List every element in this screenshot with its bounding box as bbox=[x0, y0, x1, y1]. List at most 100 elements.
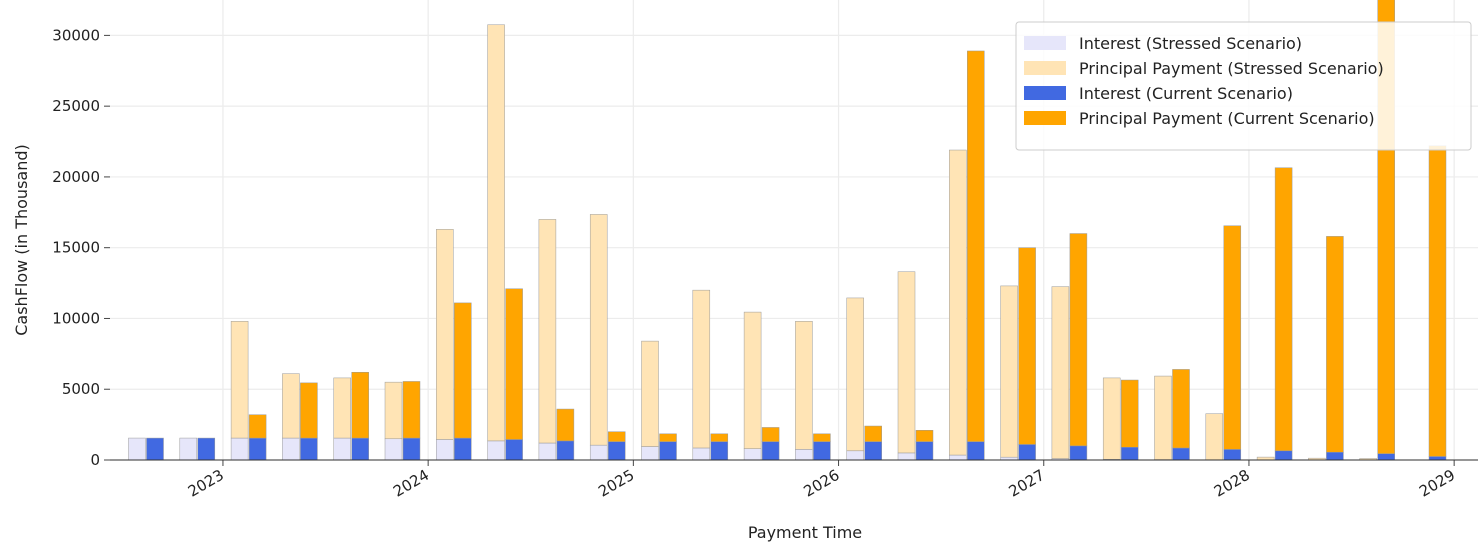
bar-principal-payment-stressed-scenario bbox=[1205, 413, 1224, 460]
bar-principal-payment-stressed-scenario bbox=[1256, 456, 1275, 461]
bar-principal-payment-stressed-scenario bbox=[846, 297, 864, 452]
legend-swatch bbox=[1024, 111, 1066, 125]
bar-interest-current-scenario bbox=[1223, 449, 1242, 461]
bar-principal-payment-stressed-scenario bbox=[1051, 286, 1070, 459]
bar-interest-current-scenario bbox=[1120, 447, 1139, 461]
bar-interest-current-scenario bbox=[967, 441, 985, 461]
bar-principal-payment-stressed-scenario bbox=[897, 271, 916, 454]
bar-interest-current-scenario bbox=[1018, 444, 1036, 461]
bar-interest-stressed-scenario bbox=[795, 449, 813, 461]
bar-principal-payment-stressed-scenario bbox=[333, 377, 351, 439]
bar-principal-payment-current-scenario bbox=[556, 408, 575, 442]
bar-interest-current-scenario bbox=[1428, 456, 1447, 461]
bar-principal-payment-current-scenario bbox=[1069, 233, 1088, 447]
bar-interest-stressed-scenario bbox=[230, 437, 249, 461]
y-tick-label: 30000 bbox=[52, 26, 100, 44]
bar-principal-payment-current-scenario bbox=[1018, 247, 1036, 445]
bar-interest-current-scenario bbox=[146, 437, 164, 461]
bar-principal-payment-stressed-scenario bbox=[692, 289, 711, 449]
y-tick-label: 25000 bbox=[52, 97, 100, 115]
bar-interest-stressed-scenario bbox=[179, 437, 198, 461]
y-tick-label: 5000 bbox=[62, 380, 100, 398]
bar-interest-current-scenario bbox=[351, 437, 369, 461]
x-tick-label: 2026 bbox=[800, 466, 842, 501]
bar-interest-current-scenario bbox=[813, 441, 831, 461]
bar-interest-current-scenario bbox=[607, 441, 626, 461]
bar-interest-current-scenario bbox=[710, 441, 729, 461]
x-tick-label: 2028 bbox=[1211, 466, 1253, 501]
bar-principal-payment-current-scenario bbox=[1326, 236, 1344, 453]
bar-principal-payment-current-scenario bbox=[710, 433, 729, 442]
y-axis-title: CashFlow (in Thousand) bbox=[12, 144, 31, 336]
bar-interest-stressed-scenario bbox=[128, 437, 146, 461]
bar-principal-payment-current-scenario bbox=[915, 430, 934, 442]
bar-principal-payment-current-scenario bbox=[1428, 145, 1447, 457]
bar-interest-stressed-scenario bbox=[538, 442, 557, 461]
bar-principal-payment-current-scenario bbox=[1274, 167, 1293, 452]
y-tick-label: 20000 bbox=[52, 168, 100, 186]
bar-principal-payment-stressed-scenario bbox=[1154, 375, 1172, 460]
x-tick-label: 2029 bbox=[1416, 466, 1458, 501]
y-tick-label: 0 bbox=[90, 451, 100, 469]
y-tick-label: 10000 bbox=[52, 309, 100, 327]
bar-interest-stressed-scenario bbox=[641, 446, 659, 461]
bar-interest-stressed-scenario bbox=[743, 448, 762, 461]
bar-interest-current-scenario bbox=[659, 441, 677, 461]
bar-principal-payment-stressed-scenario bbox=[384, 381, 403, 440]
bar-interest-stressed-scenario bbox=[333, 437, 351, 461]
bar-interest-current-scenario bbox=[864, 441, 882, 461]
bar-principal-payment-stressed-scenario bbox=[436, 229, 454, 440]
legend-swatch bbox=[1024, 36, 1066, 50]
bar-interest-current-scenario bbox=[300, 437, 318, 461]
bar-interest-current-scenario bbox=[1172, 447, 1190, 461]
x-tick-label: 2027 bbox=[1006, 466, 1048, 501]
bar-principal-payment-stressed-scenario bbox=[949, 149, 967, 456]
bar-interest-current-scenario bbox=[915, 441, 934, 461]
bar-interest-current-scenario bbox=[505, 439, 523, 461]
bar-principal-payment-stressed-scenario bbox=[589, 214, 608, 446]
bar-principal-payment-stressed-scenario bbox=[230, 321, 249, 439]
legend-label: Principal Payment (Current Scenario) bbox=[1079, 109, 1375, 128]
bar-interest-current-scenario bbox=[1326, 451, 1344, 461]
bar-interest-current-scenario bbox=[454, 437, 472, 461]
legend-swatch bbox=[1024, 86, 1066, 100]
bar-principal-payment-stressed-scenario bbox=[1102, 377, 1121, 460]
bar-interest-stressed-scenario bbox=[282, 437, 300, 461]
bar-principal-payment-current-scenario bbox=[761, 427, 780, 442]
bar-principal-payment-current-scenario bbox=[454, 302, 472, 439]
bar-principal-payment-stressed-scenario bbox=[1000, 285, 1018, 458]
bar-interest-current-scenario bbox=[197, 437, 216, 461]
bar-layer bbox=[128, 0, 1447, 461]
legend: Interest (Stressed Scenario) Principal Pa… bbox=[1015, 21, 1472, 151]
bar-interest-stressed-scenario bbox=[589, 444, 608, 461]
legend-label: Interest (Stressed Scenario) bbox=[1079, 34, 1302, 53]
bar-principal-payment-current-scenario bbox=[1172, 369, 1190, 449]
bar-interest-stressed-scenario bbox=[384, 438, 403, 461]
bar-principal-payment-current-scenario bbox=[402, 381, 421, 439]
bar-interest-stressed-scenario bbox=[487, 440, 505, 461]
bar-principal-payment-current-scenario bbox=[351, 371, 369, 439]
legend-label: Interest (Current Scenario) bbox=[1079, 84, 1293, 103]
bar-interest-stressed-scenario bbox=[897, 452, 916, 461]
bar-interest-current-scenario bbox=[1069, 445, 1088, 461]
bar-principal-payment-stressed-scenario bbox=[282, 373, 300, 439]
bar-interest-stressed-scenario bbox=[846, 450, 864, 461]
bar-principal-payment-stressed-scenario bbox=[487, 24, 505, 442]
bar-principal-payment-current-scenario bbox=[1223, 225, 1242, 450]
legend-swatch bbox=[1024, 61, 1066, 75]
bar-interest-stressed-scenario bbox=[949, 454, 967, 461]
bar-principal-payment-current-scenario bbox=[607, 431, 626, 442]
bar-principal-payment-current-scenario bbox=[813, 433, 831, 442]
bar-interest-current-scenario bbox=[248, 437, 267, 461]
legend-label: Principal Payment (Stressed Scenario) bbox=[1079, 59, 1384, 78]
x-axis-title: Payment Time bbox=[748, 523, 862, 542]
bar-principal-payment-current-scenario bbox=[864, 425, 882, 442]
bar-principal-payment-current-scenario bbox=[1120, 379, 1139, 448]
bar-interest-stressed-scenario bbox=[692, 447, 711, 461]
bar-principal-payment-stressed-scenario bbox=[641, 340, 659, 447]
bar-principal-payment-stressed-scenario bbox=[795, 321, 813, 450]
bar-interest-current-scenario bbox=[402, 437, 421, 461]
bar-principal-payment-stressed-scenario bbox=[538, 219, 557, 444]
x-tick-label: 2025 bbox=[595, 466, 637, 501]
